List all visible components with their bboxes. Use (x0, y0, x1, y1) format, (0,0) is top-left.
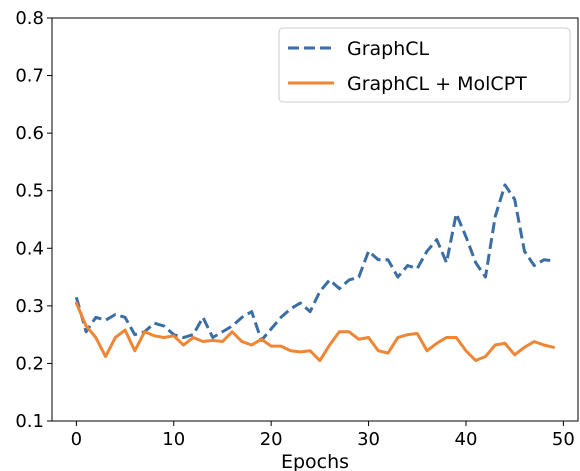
x-axis-label: Epochs (281, 451, 349, 471)
y-tick-label: 0.8 (15, 8, 44, 29)
y-tick-label: 0.7 (15, 66, 44, 87)
axes (51, 17, 579, 422)
legend: GraphCL GraphCL + MolCPT (278, 27, 571, 103)
y-tick-label: 0.5 (15, 181, 44, 202)
legend-box (278, 27, 571, 103)
ticks: 0 10 20 30 40 50 0.1 0.2 0.3 0.4 0.5 0.6 0.7 0.8 (15, 8, 574, 450)
y-tick-label: 0.1 (15, 411, 44, 432)
y-tick-label: 0.6 (15, 123, 44, 144)
y-tick-label: 0.4 (15, 238, 44, 259)
y-tick-label: 0.2 (15, 353, 44, 374)
plot-frame (51, 17, 579, 422)
x-tick-label: 0 (71, 429, 82, 450)
series-line-2 (74, 301, 556, 363)
series-line-1 (74, 183, 554, 342)
y-tick-label: 0.3 (15, 296, 44, 317)
x-tick-label: 30 (357, 429, 380, 450)
x-tick-label: 50 (552, 429, 575, 450)
x-tick-label: 10 (162, 429, 185, 450)
legend-label-2: GraphCL + MolCPT (347, 73, 527, 95)
x-tick-label: 20 (260, 429, 283, 450)
legend-label-1: GraphCL (347, 38, 430, 60)
x-tick-label: 40 (455, 429, 478, 450)
plot-area (74, 183, 556, 363)
